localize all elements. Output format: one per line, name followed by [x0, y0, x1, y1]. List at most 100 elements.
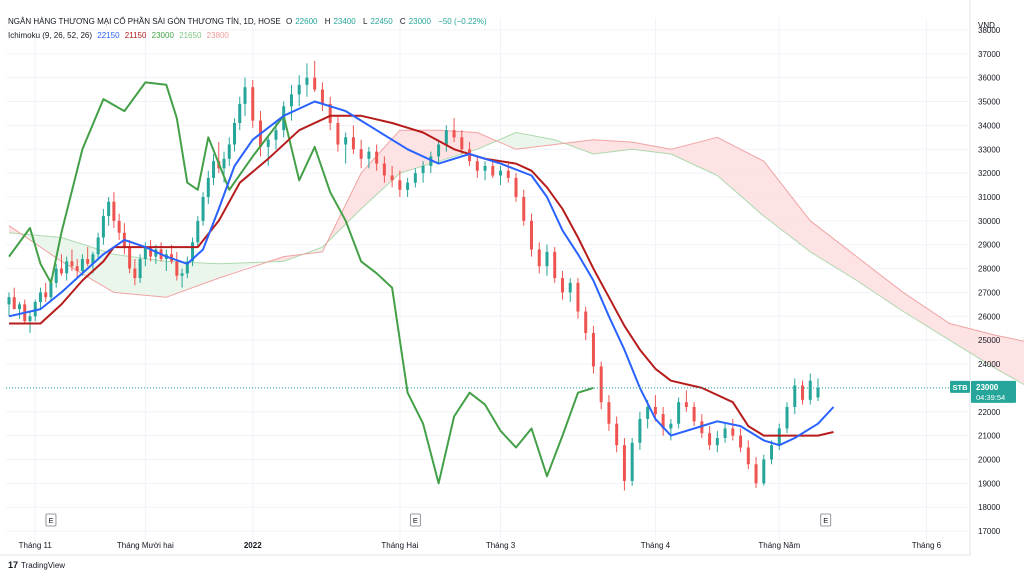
- price-tick-label: 22000: [978, 408, 1001, 417]
- candle-body: [708, 433, 712, 446]
- candle-body: [816, 387, 820, 398]
- price-axis[interactable]: VND 17000 18000 19000 20000 21000 22000 23000 24…: [978, 21, 1001, 536]
- candle-body: [669, 423, 673, 429]
- candle-body: [599, 366, 603, 403]
- candle-body: [646, 406, 650, 419]
- earnings-marker: [820, 513, 832, 527]
- price-tick-label: 24000: [978, 360, 1001, 369]
- candle-body: [545, 251, 549, 267]
- ohlc-high-label: H: [324, 17, 331, 26]
- candle-body: [506, 170, 510, 178]
- candle-body: [289, 94, 293, 107]
- candle-body: [406, 182, 410, 190]
- time-tick-label: Tháng Mười hai: [117, 541, 174, 550]
- countdown-label: 04:39:54: [976, 393, 1005, 402]
- chikou-value: 23000: [151, 31, 174, 40]
- candle-body: [12, 297, 16, 310]
- price-tick-label: 38000: [978, 26, 1001, 35]
- candle-body: [107, 201, 111, 217]
- candle-body: [375, 151, 379, 164]
- candle-body: [460, 137, 464, 150]
- candle-body: [468, 149, 472, 162]
- cloud-segment: [268, 254, 304, 262]
- kijun-value: 21150: [124, 31, 147, 40]
- span-a-line: [8, 132, 1024, 386]
- candle-body: [444, 130, 448, 145]
- candle-body: [499, 170, 503, 176]
- candle-body: [746, 447, 750, 465]
- candle-body: [251, 87, 255, 121]
- candle-body: [359, 149, 363, 159]
- candle-body: [149, 247, 153, 257]
- candle-body: [808, 380, 812, 400]
- candle-body: [429, 156, 433, 166]
- candle-body: [715, 438, 719, 446]
- earnings-marker-label: E: [48, 516, 53, 525]
- candle-body: [320, 89, 324, 104]
- time-tick-label: Tháng 11: [19, 541, 53, 550]
- candle-body: [143, 247, 147, 260]
- candle-body: [336, 123, 340, 145]
- candle-body: [191, 242, 195, 262]
- candle-body: [560, 278, 564, 293]
- candle-body: [576, 282, 580, 312]
- candle-body: [568, 282, 572, 293]
- candle-body: [692, 406, 696, 422]
- candle-body: [212, 161, 216, 178]
- candle-body: [297, 84, 301, 95]
- candle-body: [413, 173, 417, 183]
- ohlc-high: 23400: [333, 17, 356, 26]
- candle-body: [421, 165, 425, 174]
- candle-body: [117, 220, 121, 233]
- candle-body: [700, 421, 704, 434]
- candle-body: [196, 220, 200, 243]
- ohlc-low-label: L: [362, 17, 368, 26]
- candle-body: [677, 402, 681, 424]
- time-tick-label: Tháng Năm: [758, 541, 800, 550]
- price-tick-label: 36000: [978, 74, 1001, 83]
- candle-body: [522, 196, 526, 221]
- candle-body: [638, 418, 642, 443]
- symbol-title[interactable]: NGÂN HÀNG THƯƠNG MẠI CỔ PHẦN SÀI GÒN THƯ…: [8, 17, 281, 26]
- candle-body: [54, 268, 58, 283]
- candle-body: [530, 220, 533, 250]
- candle-body: [615, 423, 619, 446]
- tradingview-logo: 17: [8, 560, 19, 570]
- ohlc-close-label: C: [399, 17, 406, 26]
- span-a-value: 21650: [179, 31, 202, 40]
- price-tick-label: 30000: [978, 217, 1001, 226]
- candle-body: [65, 261, 69, 274]
- candle-body: [777, 428, 781, 446]
- price-badge: [971, 380, 1016, 403]
- time-axis[interactable]: Tháng 11 Tháng Mười hai 2022 Tháng Hai Tháng…: [19, 541, 1024, 550]
- candle-body: [785, 406, 789, 429]
- chikou-line: [8, 81, 594, 485]
- price-badge-value: 23000: [976, 383, 999, 392]
- candlestick-series: [7, 60, 820, 491]
- earnings-marker-label: E: [413, 516, 418, 525]
- candle-body: [367, 151, 371, 159]
- candle-body: [222, 158, 226, 169]
- price-tick-label: 26000: [978, 312, 1001, 321]
- ichimoku-lines: [6, 81, 970, 485]
- candle-body: [653, 406, 657, 415]
- candle-body: [201, 196, 205, 221]
- candle-body: [28, 316, 32, 322]
- candle-body: [49, 282, 53, 298]
- candle-body: [475, 161, 479, 171]
- candle-body: [91, 254, 95, 264]
- price-tick-label: 27000: [978, 288, 1001, 297]
- tradingview-brand[interactable]: 17 TradingView: [8, 560, 65, 570]
- candle-body: [112, 201, 116, 221]
- ticker-badge: [950, 380, 970, 393]
- indicator-legend[interactable]: Ichimoku (9, 26, 52, 26) 22150 21150 230…: [8, 31, 232, 40]
- price-tick-label: 20000: [978, 455, 1001, 464]
- time-tick-label: Tháng 3: [486, 541, 516, 550]
- candle-body: [180, 273, 184, 276]
- candle-body: [128, 247, 132, 269]
- candle-body: [514, 177, 518, 197]
- price-tick-label: 19000: [978, 479, 1001, 488]
